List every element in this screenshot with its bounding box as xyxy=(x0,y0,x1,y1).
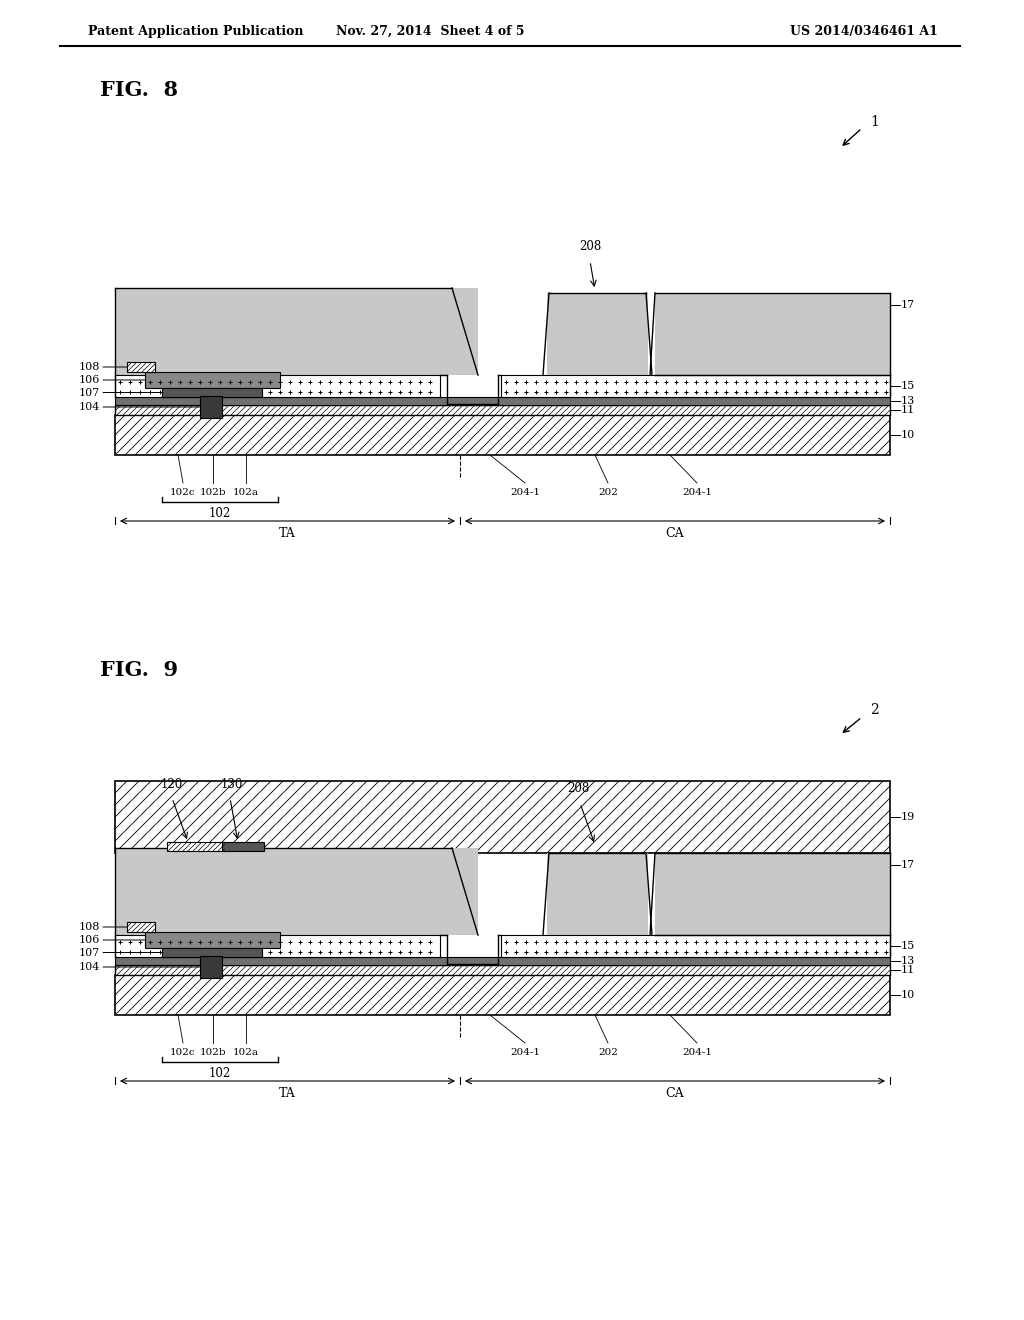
Text: 102a: 102a xyxy=(233,488,259,498)
Bar xyxy=(115,935,440,957)
Bar xyxy=(501,375,890,397)
Text: 15: 15 xyxy=(901,381,915,391)
Bar xyxy=(167,842,225,851)
Text: 130: 130 xyxy=(221,777,243,791)
Text: 2: 2 xyxy=(870,704,879,717)
Bar xyxy=(115,975,890,1015)
Text: 108: 108 xyxy=(79,362,100,372)
Text: 204-1: 204-1 xyxy=(510,488,540,498)
Text: 204-1: 204-1 xyxy=(682,1048,712,1057)
Text: 102: 102 xyxy=(209,1067,231,1080)
Text: TA: TA xyxy=(280,527,296,540)
Bar xyxy=(222,842,264,851)
Bar xyxy=(145,932,280,948)
Text: 102a: 102a xyxy=(233,1048,259,1057)
Text: 11: 11 xyxy=(901,405,915,414)
Text: 102: 102 xyxy=(209,507,231,520)
Text: 17: 17 xyxy=(901,861,915,870)
Text: 106: 106 xyxy=(79,375,100,385)
Text: US 2014/0346461 A1: US 2014/0346461 A1 xyxy=(791,25,938,38)
Bar xyxy=(655,853,890,935)
Text: 10: 10 xyxy=(901,990,915,1001)
Text: 15: 15 xyxy=(901,941,915,950)
Bar xyxy=(115,781,890,853)
Bar xyxy=(127,921,155,932)
Text: 202: 202 xyxy=(598,1048,617,1057)
Bar xyxy=(501,935,890,957)
Bar xyxy=(162,948,262,957)
Text: 13: 13 xyxy=(901,396,915,407)
Text: 108: 108 xyxy=(79,921,100,932)
Bar xyxy=(115,957,890,965)
Text: 17: 17 xyxy=(901,300,915,310)
Text: 204-1: 204-1 xyxy=(510,1048,540,1057)
Text: TA: TA xyxy=(280,1086,296,1100)
Bar xyxy=(547,853,648,935)
Text: 107: 107 xyxy=(79,948,100,957)
Bar xyxy=(547,293,648,375)
Text: 1: 1 xyxy=(870,115,879,129)
Bar xyxy=(115,375,440,397)
Text: CA: CA xyxy=(666,527,684,540)
Text: 104: 104 xyxy=(79,403,100,412)
Text: 102b: 102b xyxy=(200,1048,226,1057)
Bar xyxy=(145,372,280,388)
Text: 104: 104 xyxy=(79,962,100,972)
Text: 13: 13 xyxy=(901,956,915,966)
Bar xyxy=(162,388,262,397)
Bar xyxy=(115,288,478,375)
Bar xyxy=(127,362,155,372)
Text: 120: 120 xyxy=(161,777,183,791)
Text: 10: 10 xyxy=(901,430,915,440)
Bar xyxy=(655,293,890,375)
Text: 102b: 102b xyxy=(200,488,226,498)
Text: 208: 208 xyxy=(567,781,589,795)
Text: 208: 208 xyxy=(579,240,601,253)
Bar xyxy=(200,396,222,418)
Bar xyxy=(115,414,890,455)
Text: 102c: 102c xyxy=(170,488,196,498)
Bar xyxy=(200,956,222,978)
Text: 19: 19 xyxy=(901,812,915,822)
Bar xyxy=(115,847,478,935)
Text: 107: 107 xyxy=(79,388,100,397)
Text: Nov. 27, 2014  Sheet 4 of 5: Nov. 27, 2014 Sheet 4 of 5 xyxy=(336,25,524,38)
Text: FIG.  8: FIG. 8 xyxy=(100,81,178,100)
Text: 106: 106 xyxy=(79,935,100,945)
Text: 102c: 102c xyxy=(170,1048,196,1057)
Text: Patent Application Publication: Patent Application Publication xyxy=(88,25,303,38)
Text: 202: 202 xyxy=(598,488,617,498)
Bar xyxy=(115,965,890,975)
Bar xyxy=(115,405,890,414)
Bar xyxy=(115,397,890,405)
Text: 11: 11 xyxy=(901,965,915,975)
Text: FIG.  9: FIG. 9 xyxy=(100,660,178,680)
Text: CA: CA xyxy=(666,1086,684,1100)
Text: 204-1: 204-1 xyxy=(682,488,712,498)
